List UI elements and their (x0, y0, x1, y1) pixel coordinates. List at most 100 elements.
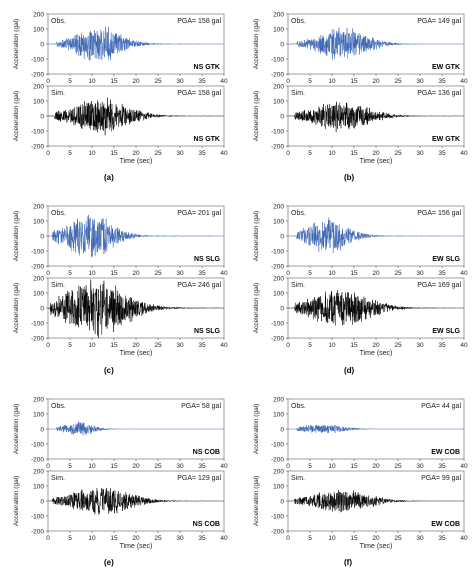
x-tick-label: 5 (308, 78, 312, 85)
y-tick-label: 100 (273, 291, 284, 298)
x-tick-label: 15 (350, 150, 358, 157)
x-tick-label: 35 (198, 270, 206, 277)
x-tick-label: 15 (110, 342, 118, 349)
trace-label: Obs. (51, 210, 66, 217)
y-tick-label: 0 (280, 234, 284, 241)
trace-label: Sim. (51, 90, 65, 97)
observed-waveform (287, 217, 465, 253)
x-tick-label: 25 (394, 150, 402, 157)
panel-c: 200 100 0 -100 -200 0 5 10 15 20 25 30 35 40 Accelerat… (4, 200, 230, 360)
trace-label: Sim. (291, 475, 305, 482)
panel-e: 200 100 0 -100 -200 0 5 10 15 20 25 30 35 40 Accelerat… (4, 393, 230, 553)
y-tick-label: -100 (271, 321, 284, 328)
y-tick-label: -200 (271, 529, 284, 536)
x-tick-label: 20 (132, 463, 140, 470)
observed-waveform (287, 424, 465, 434)
station-tag: EW SLG (432, 256, 460, 263)
y-tick-label: 0 (40, 234, 44, 241)
simulated-waveform (47, 487, 225, 515)
x-tick-label: 0 (46, 150, 50, 157)
pga-label: PGA= 158 gal (177, 18, 221, 25)
x-tick-label: 20 (372, 270, 380, 277)
x-tick-label: 15 (350, 342, 358, 349)
y-tick-label: -200 (31, 144, 44, 151)
observed-waveform (47, 214, 225, 258)
x-tick-label: 25 (154, 78, 162, 85)
x-tick-label: 10 (88, 463, 96, 470)
x-tick-label: 0 (46, 463, 50, 470)
y-tick-label: 100 (33, 27, 44, 34)
trace-label: Obs. (51, 18, 66, 25)
pga-label: PGA= 246 gal (177, 282, 221, 289)
x-tick-label: 15 (110, 463, 118, 470)
x-tick-label: 40 (220, 78, 228, 85)
x-tick-label: 40 (460, 463, 468, 470)
x-tick-label: 25 (394, 78, 402, 85)
panel-f: 200 100 0 -100 -200 0 5 10 15 20 25 30 35 40 Accelerat… (244, 393, 470, 553)
simulated-waveform (47, 97, 225, 136)
y-tick-label: 200 (33, 204, 44, 211)
x-tick-label: 0 (286, 342, 290, 349)
x-tick-label: 35 (438, 78, 446, 85)
y-tick-label: -100 (271, 514, 284, 521)
x-tick-label: 20 (372, 342, 380, 349)
x-tick-label: 10 (328, 535, 336, 542)
x-tick-label: 20 (132, 78, 140, 85)
x-tick-label: 0 (286, 78, 290, 85)
x-tick-label: 15 (350, 78, 358, 85)
y-tick-label: 0 (280, 114, 284, 121)
simulated-waveform (287, 101, 465, 133)
caption-d: (d) (344, 366, 355, 375)
x-tick-label: 5 (68, 342, 72, 349)
x-tick-label: 20 (372, 150, 380, 157)
x-tick-label: 25 (394, 270, 402, 277)
x-tick-label: 30 (416, 463, 424, 470)
station-tag: NS COB (193, 521, 220, 528)
y-tick-label: -100 (271, 442, 284, 449)
x-tick-label: 35 (198, 535, 206, 542)
y-tick-label: -100 (31, 442, 44, 449)
y-axis-label: Acceleration (gal) (13, 211, 20, 262)
y-tick-label: 100 (273, 99, 284, 106)
x-tick-label: 25 (154, 342, 162, 349)
x-tick-label: 5 (68, 463, 72, 470)
x-tick-label: 10 (88, 342, 96, 349)
y-tick-label: -200 (31, 264, 44, 271)
x-tick-label: 5 (308, 535, 312, 542)
y-tick-label: 0 (280, 306, 284, 313)
trace-label: Sim. (291, 90, 305, 97)
x-tick-label: 30 (416, 150, 424, 157)
pga-label: PGA= 129 gal (177, 475, 221, 482)
trace-label: Obs. (291, 18, 306, 25)
station-tag: EW COB (431, 521, 460, 528)
x-tick-label: 15 (110, 270, 118, 277)
x-tick-label: 35 (198, 150, 206, 157)
pga-label: PGA= 169 gal (417, 282, 461, 289)
x-tick-label: 10 (328, 78, 336, 85)
x-tick-label: 15 (350, 270, 358, 277)
pga-label: PGA= 201 gal (177, 210, 221, 217)
x-tick-label: 5 (308, 463, 312, 470)
y-axis-label: Acceleration (gal) (253, 19, 260, 70)
x-tick-label: 35 (198, 342, 206, 349)
station-tag: NS SLG (194, 256, 221, 263)
y-axis-label: Acceleration (gal) (13, 404, 20, 455)
y-tick-label: 0 (40, 42, 44, 49)
trace-label: Obs. (291, 403, 306, 410)
observed-waveform (287, 27, 465, 60)
x-tick-label: 5 (68, 78, 72, 85)
x-tick-label: 10 (328, 150, 336, 157)
y-axis-label: Acceleration (gal) (253, 283, 260, 334)
x-tick-label: 40 (460, 535, 468, 542)
y-tick-label: 200 (33, 469, 44, 476)
y-tick-label: -200 (271, 72, 284, 79)
y-tick-label: 100 (33, 412, 44, 419)
